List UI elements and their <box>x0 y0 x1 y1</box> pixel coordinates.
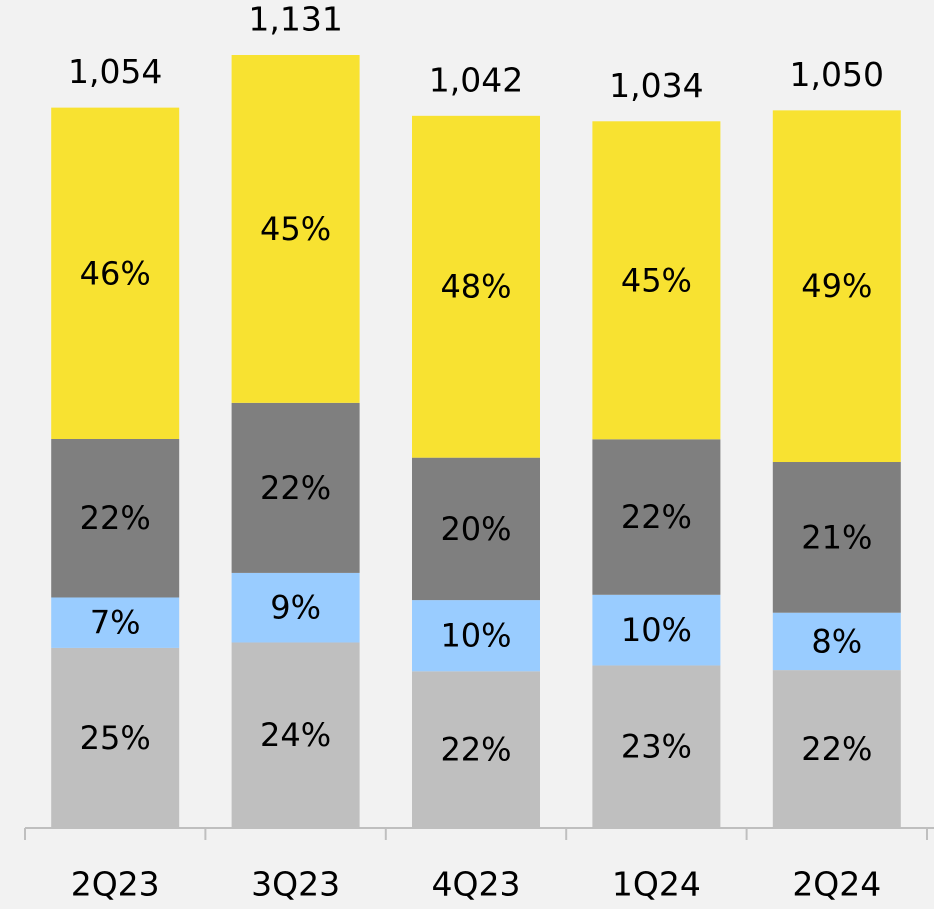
bar-segment <box>231 55 360 403</box>
segment-label: 7% <box>90 604 141 642</box>
total-label: 1,034 <box>609 66 703 105</box>
segment-label: 22% <box>80 499 151 537</box>
segment-label: 48% <box>440 268 511 306</box>
segment-label: 45% <box>621 261 692 299</box>
segment-label: 23% <box>621 728 692 766</box>
bar-segment <box>592 439 721 595</box>
bar-segment <box>412 600 540 672</box>
bar-segment <box>51 107 180 439</box>
segment-label: 8% <box>811 622 862 660</box>
segment-label: 22% <box>801 730 872 768</box>
segment-label: 24% <box>260 716 331 754</box>
bar-segment <box>231 572 360 643</box>
x-tick-label: 2Q24 <box>792 865 881 904</box>
segment-label: 25% <box>80 719 151 757</box>
segment-label: 10% <box>440 617 511 655</box>
x-tick-label: 2Q23 <box>71 865 160 904</box>
x-tick-label: 1Q24 <box>612 865 701 904</box>
total-label: 1,050 <box>790 55 884 94</box>
bar-segment <box>51 438 180 598</box>
segment-label: 9% <box>270 589 321 627</box>
bar-segment <box>772 670 901 828</box>
segment-label: 21% <box>801 518 872 556</box>
bar-segment <box>51 647 180 828</box>
bar-segment <box>772 462 901 613</box>
bar-segment <box>772 110 901 463</box>
bar-segment <box>412 671 540 828</box>
bar-segment <box>412 457 540 601</box>
x-tick-label: 4Q23 <box>432 865 521 904</box>
bar-segment <box>592 121 721 440</box>
segment-label: 45% <box>260 210 331 248</box>
segment-label: 22% <box>260 469 331 507</box>
segment-label: 10% <box>621 611 692 649</box>
segment-label: 49% <box>801 267 872 305</box>
total-label: 1,042 <box>429 60 523 99</box>
bar-segment <box>231 642 360 828</box>
bar-segment <box>412 115 540 458</box>
bar-segment <box>592 594 721 666</box>
segment-label: 46% <box>80 254 151 292</box>
segment-label: 22% <box>621 498 692 536</box>
total-label: 1,054 <box>68 52 162 91</box>
bar-segment <box>51 597 180 648</box>
bar-segment <box>231 402 360 573</box>
segment-label: 20% <box>440 510 511 548</box>
x-tick-label: 3Q23 <box>251 865 340 904</box>
bar-segment <box>772 612 901 671</box>
bar-segment <box>592 665 721 828</box>
total-label: 1,131 <box>248 0 342 39</box>
segment-label: 22% <box>440 731 511 769</box>
